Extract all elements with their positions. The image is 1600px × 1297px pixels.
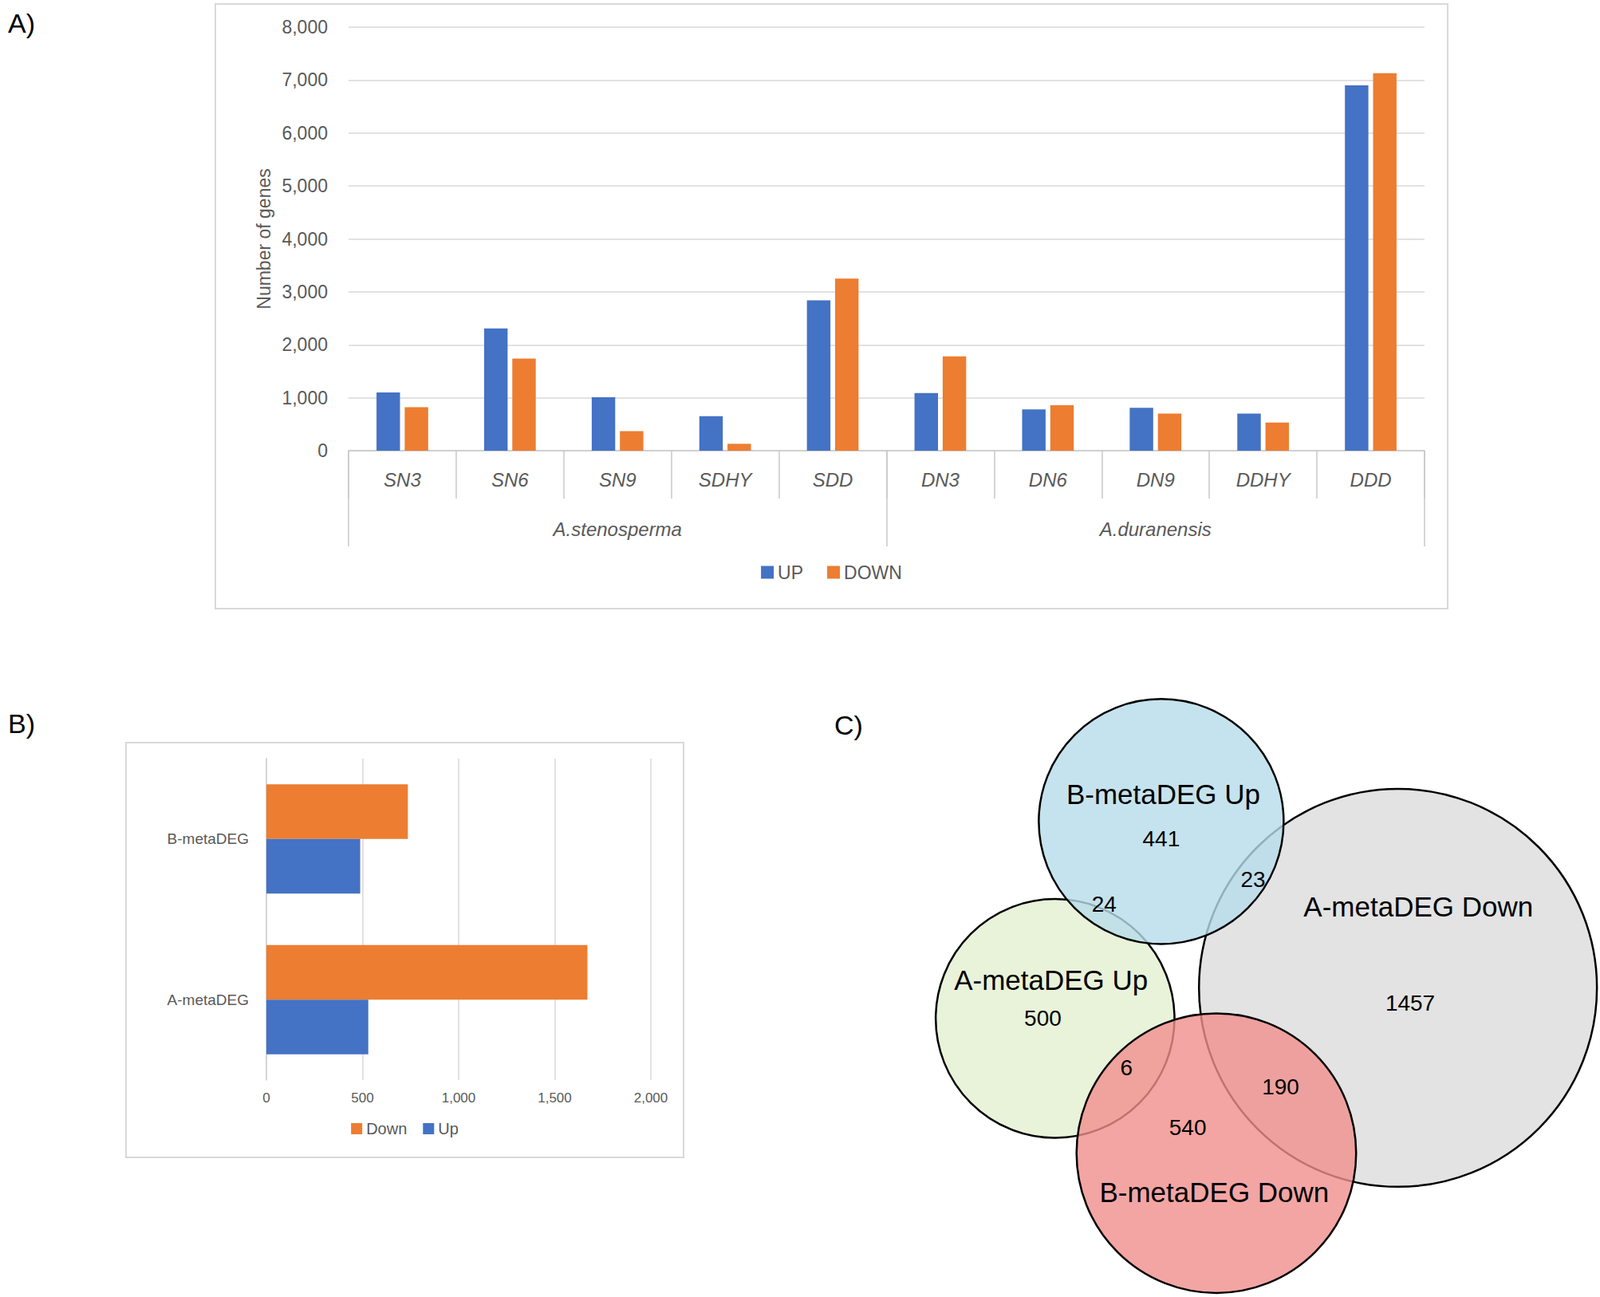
svg-text:B-metaDEG Up: B-metaDEG Up <box>1066 778 1261 810</box>
svg-text:1,000: 1,000 <box>441 1090 477 1106</box>
svg-text:23: 23 <box>1240 866 1266 892</box>
svg-text:DDD: DDD <box>1350 468 1392 491</box>
html-text:B): B) <box>7 708 36 739</box>
svg-text:6: 6 <box>1120 1055 1134 1080</box>
svg-text:0: 0 <box>262 1090 270 1106</box>
svg-text:DDHY: DDHY <box>1236 468 1293 491</box>
svg-text:DN9: DN9 <box>1136 468 1175 491</box>
svg-text:540: 540 <box>1169 1115 1207 1140</box>
svg-text:UP: UP <box>777 562 804 584</box>
svg-text:SN3: SN3 <box>383 468 422 491</box>
svg-text:3,000: 3,000 <box>281 281 328 303</box>
svg-text:B-metaDEG Down: B-metaDEG Down <box>1099 1176 1329 1208</box>
svg-text:A.stenosperma: A.stenosperma <box>551 518 682 540</box>
svg-text:B-metaDEG: B-metaDEG <box>167 830 249 848</box>
svg-text:SN9: SN9 <box>599 468 637 491</box>
svg-text:0: 0 <box>317 440 328 462</box>
svg-text:24: 24 <box>1091 891 1117 917</box>
svg-text:5,000: 5,000 <box>281 175 328 197</box>
svg-text:6,000: 6,000 <box>281 122 328 144</box>
svg-text:2,000: 2,000 <box>634 1090 669 1106</box>
svg-text:A.duranensis: A.duranensis <box>1098 518 1212 540</box>
svg-text:Up: Up <box>437 1119 459 1138</box>
svg-text:SDD: SDD <box>812 468 854 491</box>
svg-text:Down: Down <box>366 1119 407 1138</box>
svg-text:SDHY: SDHY <box>698 468 754 491</box>
svg-text:8,000: 8,000 <box>281 16 328 38</box>
svg-text:A-metaDEG: A-metaDEG <box>167 991 249 1009</box>
svg-text:500: 500 <box>1024 1005 1062 1031</box>
svg-text:SN6: SN6 <box>491 468 529 491</box>
svg-text:DOWN: DOWN <box>843 562 903 584</box>
svg-text:A-metaDEG Up: A-metaDEG Up <box>953 964 1148 996</box>
svg-text:1,500: 1,500 <box>537 1090 572 1106</box>
svg-text:4,000: 4,000 <box>281 228 328 250</box>
svg-text:Number of genes: Number of genes <box>253 168 275 309</box>
html-text:C): C) <box>834 709 863 741</box>
svg-text:500: 500 <box>350 1090 374 1106</box>
svg-text:A-metaDEG Down: A-metaDEG Down <box>1303 890 1534 923</box>
svg-text:190: 190 <box>1261 1074 1300 1100</box>
svg-text:2,000: 2,000 <box>281 334 328 355</box>
svg-text:441: 441 <box>1142 826 1181 852</box>
svg-text:DN3: DN3 <box>921 468 961 491</box>
svg-text:DN6: DN6 <box>1028 468 1068 491</box>
svg-text:1,000: 1,000 <box>281 387 328 409</box>
svg-text:7,000: 7,000 <box>281 69 328 91</box>
svg-text:1457: 1457 <box>1385 990 1435 1016</box>
html-text:A): A) <box>7 7 36 39</box>
